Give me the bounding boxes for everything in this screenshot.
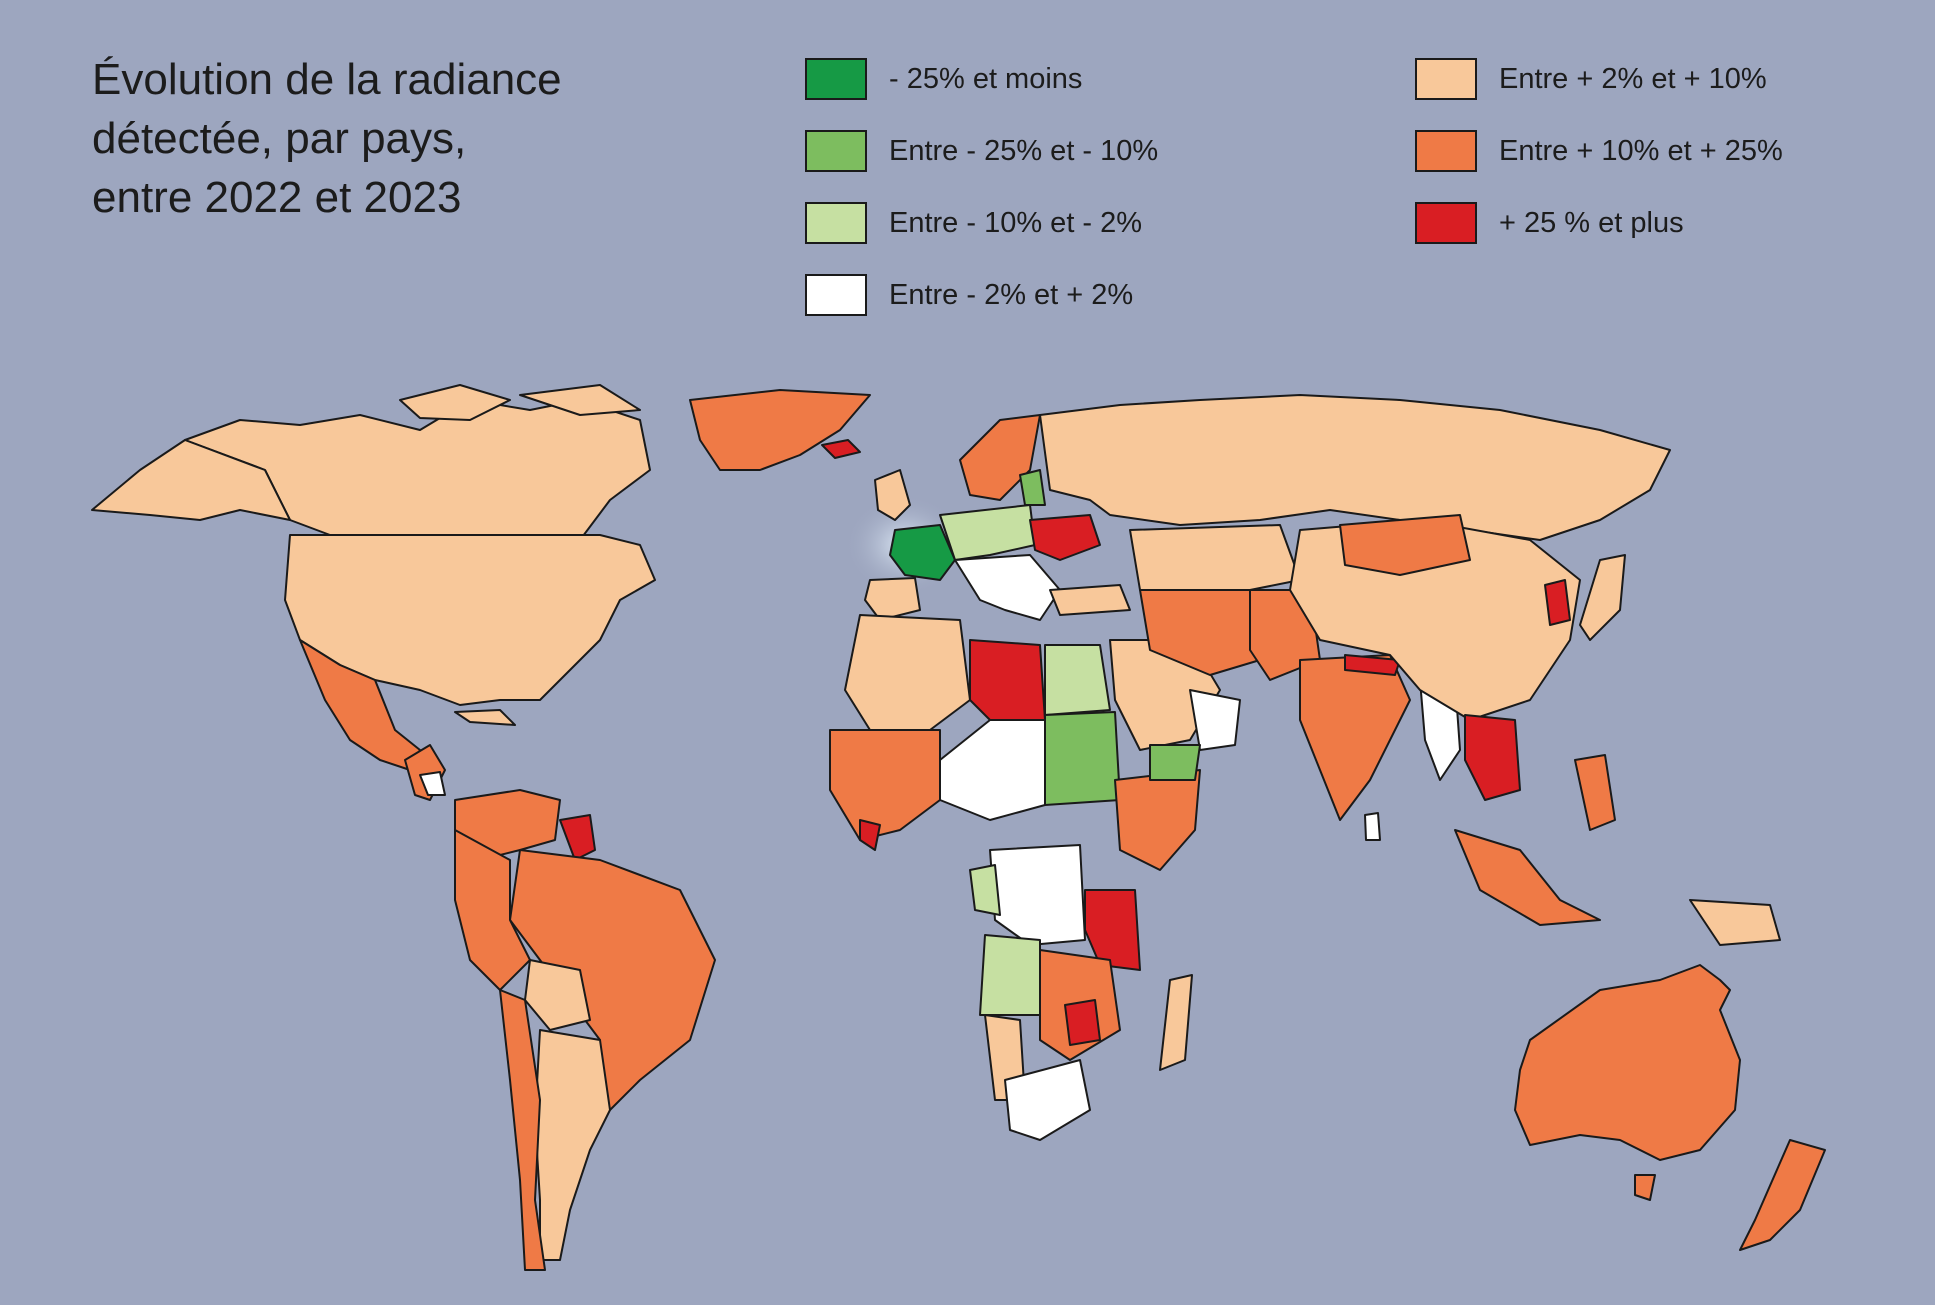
legend-label: Entre + 2% et + 10% — [1499, 62, 1767, 95]
region-ukraine — [1029, 514, 1101, 561]
title-line-3: entre 2022 et 2023 — [92, 173, 462, 222]
region-cuba — [454, 709, 516, 726]
legend-item-plus2-plus10: Entre + 2% et + 10% — [1415, 56, 1767, 102]
legend-label: Entre + 10% et + 25% — [1499, 134, 1783, 167]
region-india — [1299, 654, 1411, 821]
legend-item-plus25: + 25 % et plus — [1415, 200, 1684, 246]
legend-item-minus25: - 25% et moins — [805, 56, 1082, 102]
legend-item-plus10-plus25: Entre + 10% et + 25% — [1415, 128, 1783, 174]
region-canada — [184, 399, 651, 541]
legend-swatch — [1415, 130, 1477, 172]
legend-swatch — [805, 130, 867, 172]
region-canada-arctic-islands — [399, 384, 641, 421]
legend-swatch — [805, 274, 867, 316]
region-madagascar — [1159, 974, 1193, 1071]
region-sudan — [1044, 711, 1121, 806]
region-tasmania — [1634, 1174, 1656, 1201]
region-liberia — [859, 819, 881, 851]
region-japan — [1579, 554, 1626, 641]
region-russia — [1039, 394, 1671, 541]
region-angola — [979, 934, 1041, 1016]
region-papua — [1689, 899, 1781, 946]
region-west-africa — [829, 729, 941, 841]
legend-label: Entre - 25% et - 10% — [889, 134, 1159, 167]
region-new-zealand — [1739, 1139, 1826, 1251]
legend-label: + 25 % et plus — [1499, 206, 1684, 239]
region-sri-lanka — [1364, 812, 1381, 841]
region-baltics — [1019, 469, 1046, 506]
legend-label: Entre - 2% et + 2% — [889, 278, 1134, 311]
region-zimbabwe — [1064, 999, 1101, 1046]
region-egypt — [1044, 644, 1111, 716]
region-gabon-congo — [969, 864, 1001, 916]
legend-label: - 25% et moins — [889, 62, 1083, 95]
region-costa-rica — [419, 771, 446, 796]
region-drc — [989, 844, 1086, 946]
region-bolivia — [524, 959, 591, 1031]
region-morocco-algeria — [844, 614, 971, 731]
legend-swatch — [1415, 58, 1477, 100]
region-iberia — [864, 577, 921, 621]
region-peru-ecuador — [454, 829, 531, 991]
region-south-africa — [1004, 1059, 1091, 1141]
region-indochina — [1464, 714, 1521, 801]
legend-swatch — [1415, 202, 1477, 244]
region-central-europe — [939, 504, 1036, 561]
map-title: Évolution de la radiance détectée, par p… — [92, 50, 712, 227]
region-chile — [499, 989, 546, 1271]
region-greenland — [689, 389, 871, 471]
region-philippines — [1574, 754, 1616, 831]
region-korea — [1544, 579, 1571, 626]
region-libya — [969, 639, 1046, 721]
region-tanzania — [1084, 889, 1141, 971]
legend-swatch — [805, 202, 867, 244]
region-chad-niger — [939, 719, 1046, 821]
region-turkey — [1049, 584, 1131, 616]
region-australia — [1514, 964, 1741, 1161]
region-argentina — [534, 1029, 611, 1261]
world-map — [91, 384, 1826, 1271]
legend-label: Entre - 10% et - 2% — [889, 206, 1143, 239]
region-alaska — [91, 439, 291, 521]
legend-item-minus10-minus2: Entre - 10% et - 2% — [805, 200, 1142, 246]
legend-swatch — [805, 58, 867, 100]
region-france — [889, 524, 956, 581]
title-line-2: détectée, par pays, — [92, 114, 467, 163]
legend-item-minus25-minus10: Entre - 25% et - 10% — [805, 128, 1158, 174]
legend-item-minus2-plus2: Entre - 2% et + 2% — [805, 272, 1133, 318]
region-ethiopia-somalia — [1114, 769, 1201, 871]
region-iceland — [821, 439, 861, 459]
region-uk — [874, 469, 911, 521]
region-nepal — [1344, 654, 1401, 676]
region-mongolia — [1339, 514, 1471, 576]
region-guyanas — [559, 814, 596, 861]
title-line-1: Évolution de la radiance — [92, 55, 562, 104]
region-central-asia — [1129, 524, 1301, 591]
region-oman-uae — [1189, 689, 1241, 751]
region-china — [1289, 519, 1581, 721]
region-italy-balkans — [954, 554, 1061, 621]
region-malaysia-indonesia — [1454, 829, 1601, 926]
region-yemen — [1149, 744, 1201, 781]
